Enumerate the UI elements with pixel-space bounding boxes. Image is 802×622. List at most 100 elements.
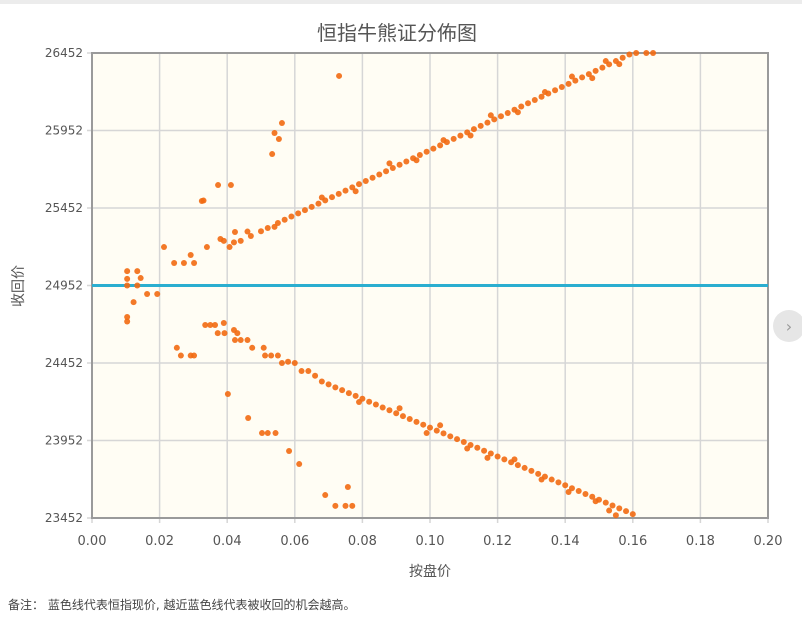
data-point — [352, 188, 359, 195]
data-point — [430, 145, 437, 152]
data-point — [272, 430, 279, 437]
data-point — [531, 96, 538, 103]
data-point — [144, 291, 151, 298]
data-point — [124, 318, 131, 325]
data-point — [328, 194, 335, 201]
data-point — [592, 498, 599, 505]
data-point — [278, 120, 285, 127]
data-point — [535, 470, 542, 477]
y-tick-label: 23952 — [45, 434, 83, 448]
y-axis-label: 收回价 — [11, 265, 27, 307]
data-point — [260, 344, 267, 351]
data-point — [379, 404, 386, 411]
data-point — [130, 299, 137, 306]
x-tick-label: 0.18 — [686, 534, 715, 549]
data-point — [494, 453, 501, 460]
data-point — [212, 322, 219, 329]
data-point — [339, 387, 346, 394]
y-tick-label: 25452 — [45, 201, 83, 215]
x-tick-label: 0.14 — [551, 534, 580, 549]
data-point — [281, 216, 288, 223]
data-point — [227, 182, 234, 189]
data-point — [286, 448, 293, 455]
data-point — [274, 220, 281, 227]
data-point — [643, 50, 650, 56]
x-tick-label: 0.12 — [483, 534, 512, 549]
data-point — [548, 476, 555, 483]
data-point — [332, 502, 339, 509]
data-point — [244, 228, 251, 235]
x-tick-label: 0.08 — [348, 534, 377, 549]
data-point — [220, 320, 227, 327]
data-point — [413, 418, 420, 425]
data-point — [275, 136, 282, 143]
data-point — [582, 490, 589, 497]
data-point — [406, 415, 413, 422]
next-chart-button[interactable]: › — [773, 310, 802, 342]
data-point — [511, 456, 518, 463]
data-point — [572, 77, 579, 84]
data-point — [247, 233, 254, 240]
y-tick-label: 23452 — [45, 511, 83, 525]
data-point — [555, 479, 562, 486]
data-point — [271, 129, 278, 136]
data-point — [295, 210, 302, 217]
data-point — [345, 390, 352, 397]
data-point — [376, 171, 383, 178]
data-point — [474, 444, 481, 451]
data-point — [457, 132, 464, 139]
data-point — [562, 482, 569, 489]
data-point — [423, 148, 430, 155]
data-point — [528, 467, 535, 474]
data-point — [160, 244, 167, 251]
data-point — [342, 187, 349, 194]
y-tick-label: 26452 — [45, 46, 83, 60]
data-point — [497, 113, 504, 120]
data-point — [325, 381, 332, 388]
data-point — [137, 275, 144, 282]
data-point — [427, 424, 433, 431]
data-point — [423, 430, 430, 437]
data-point — [237, 337, 244, 344]
data-point — [491, 116, 498, 123]
data-point — [349, 502, 356, 509]
data-point — [420, 421, 427, 428]
top-bar — [0, 0, 802, 4]
data-point — [454, 436, 461, 443]
data-point — [203, 244, 210, 251]
data-point — [518, 103, 525, 110]
data-point — [403, 158, 410, 165]
data-point — [124, 268, 131, 275]
data-point — [191, 352, 198, 359]
data-point — [447, 433, 454, 440]
data-point — [191, 260, 198, 267]
data-point — [413, 157, 420, 164]
data-point — [305, 368, 312, 375]
data-point — [575, 488, 582, 495]
data-point — [171, 260, 178, 267]
data-point — [244, 337, 251, 344]
data-point — [124, 313, 131, 320]
data-point — [344, 484, 351, 490]
data-point — [386, 160, 393, 167]
data-point — [579, 74, 586, 81]
data-point — [207, 322, 214, 329]
data-point — [278, 360, 285, 366]
data-point — [383, 168, 390, 175]
data-point — [589, 493, 596, 500]
data-point — [487, 112, 494, 119]
data-point — [285, 358, 292, 365]
data-point — [450, 135, 457, 142]
data-point — [501, 456, 508, 463]
data-point — [433, 427, 440, 434]
data-point — [521, 464, 528, 471]
data-point — [224, 391, 231, 397]
data-point — [220, 237, 227, 244]
data-point — [259, 430, 266, 437]
data-point — [396, 161, 403, 168]
x-tick-label: 0.00 — [78, 534, 107, 549]
data-point — [609, 502, 616, 509]
data-point — [221, 330, 228, 337]
x-axis-label: 按盘价 — [409, 563, 451, 580]
data-point — [565, 488, 572, 495]
